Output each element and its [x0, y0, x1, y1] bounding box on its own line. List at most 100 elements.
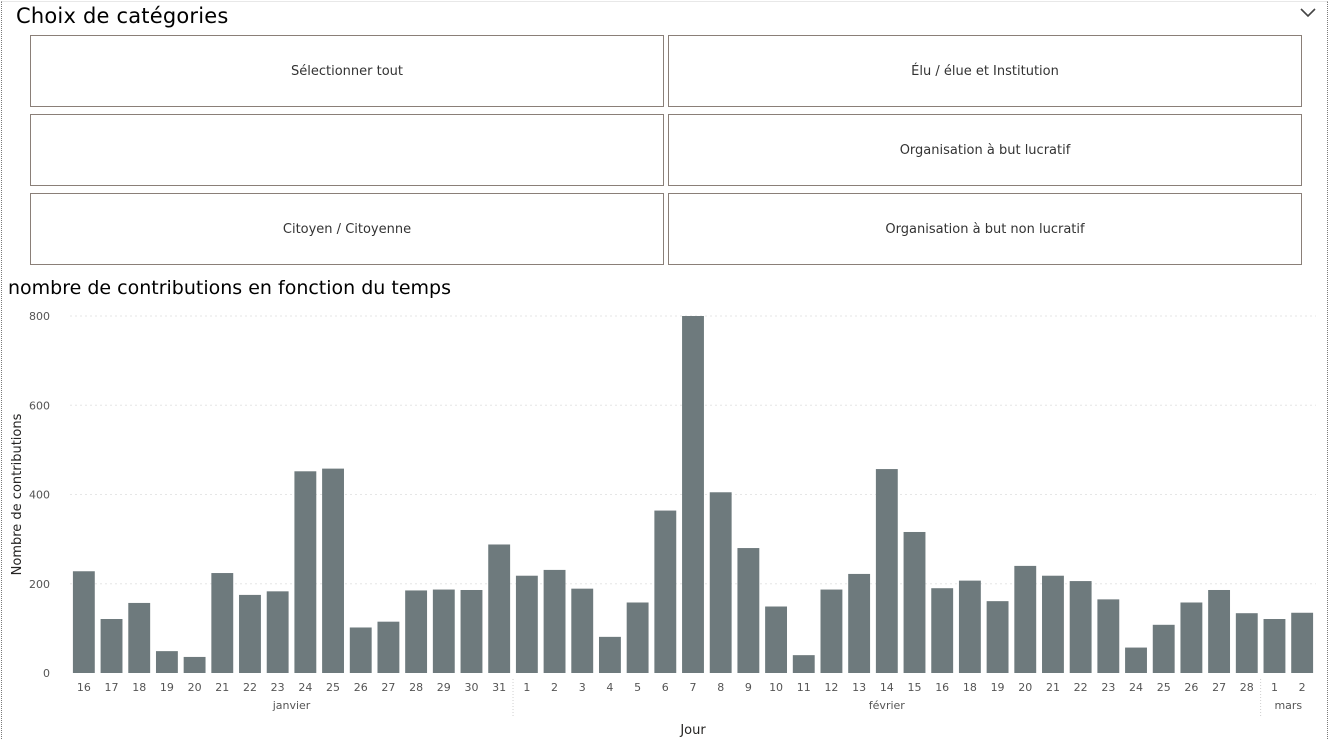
x-tick-label: 20 [188, 681, 202, 694]
category-tiles: Sélectionner tout Élu / élue et Institut… [30, 35, 1306, 268]
x-tick-label: 5 [634, 681, 641, 694]
bar[interactable] [1180, 602, 1203, 673]
bar[interactable] [626, 602, 649, 673]
x-tick-label: 13 [852, 681, 866, 694]
bar[interactable] [1042, 575, 1064, 673]
bar[interactable] [294, 471, 317, 673]
month-label: février [869, 699, 905, 712]
bar[interactable] [682, 316, 704, 673]
x-tick-label: 28 [1240, 681, 1254, 694]
bar[interactable] [958, 580, 981, 673]
x-tick-label: 20 [1018, 681, 1032, 694]
x-tick-label: 26 [1184, 681, 1198, 694]
x-axis-label: Jour [679, 723, 706, 738]
bar[interactable] [875, 469, 898, 673]
x-tick-label: 30 [464, 681, 478, 694]
tile-citoyen[interactable]: Citoyen / Citoyenne [30, 193, 664, 265]
bar[interactable] [515, 575, 538, 673]
bar[interactable] [155, 651, 178, 673]
x-tick-label: 2 [551, 681, 558, 694]
bar[interactable] [1097, 599, 1120, 673]
x-tick-label: 31 [492, 681, 506, 694]
bar[interactable] [183, 656, 206, 673]
bar[interactable] [1069, 581, 1092, 673]
bar[interactable] [1152, 624, 1175, 673]
bar[interactable] [460, 589, 483, 673]
bar[interactable] [709, 492, 732, 673]
chevron-down-icon[interactable] [1299, 6, 1317, 20]
bar[interactable] [765, 606, 788, 673]
bar[interactable] [654, 510, 677, 673]
x-tick-label: 10 [769, 681, 783, 694]
chart-title: nombre de contributions en fonction du t… [8, 277, 451, 299]
bar[interactable] [239, 594, 261, 673]
bar[interactable] [903, 531, 926, 673]
bar[interactable] [792, 655, 815, 673]
x-tick-label: 11 [797, 681, 811, 694]
x-tick-label: 6 [662, 681, 669, 694]
x-tick-label: 1 [523, 681, 530, 694]
x-tick-label: 25 [1157, 681, 1171, 694]
tile-organisation-lucratif[interactable]: Organisation à but lucratif [668, 114, 1302, 186]
x-tick-label: 19 [991, 681, 1005, 694]
x-tick-label: 19 [160, 681, 174, 694]
x-tick-label: 24 [1129, 681, 1143, 694]
x-tick-label: 23 [271, 681, 285, 694]
slicer-title: Choix de catégories [16, 4, 229, 28]
y-tick-label: 600 [29, 399, 50, 412]
x-tick-label: 4 [606, 681, 613, 694]
y-axis-label: Nombre de contributions [10, 413, 25, 575]
y-tick-label: 0 [43, 667, 50, 680]
tile-elu-institution[interactable]: Élu / élue et Institution [668, 35, 1302, 107]
bar[interactable] [100, 619, 123, 673]
bar[interactable] [1235, 613, 1258, 673]
y-tick-label: 200 [29, 578, 50, 591]
bar[interactable] [488, 544, 511, 673]
x-tick-label: 23 [1101, 681, 1115, 694]
month-label: janvier [272, 699, 311, 712]
x-tick-label: 24 [298, 681, 312, 694]
bar[interactable] [1014, 565, 1037, 673]
bar[interactable] [931, 588, 954, 673]
bar[interactable] [349, 627, 372, 673]
bar[interactable] [986, 601, 1009, 673]
tile-blank[interactable] [30, 114, 664, 186]
bar[interactable] [848, 573, 871, 673]
bar[interactable] [128, 602, 151, 673]
bar[interactable] [322, 468, 344, 673]
bar[interactable] [1291, 612, 1314, 673]
bar[interactable] [1263, 619, 1286, 673]
x-tick-label: 22 [243, 681, 257, 694]
month-label: mars [1274, 699, 1302, 712]
x-tick-label: 21 [215, 681, 229, 694]
x-tick-label: 29 [437, 681, 451, 694]
tile-organisation-non-lucratif[interactable]: Organisation à but non lucratif [668, 193, 1302, 265]
x-tick-label: 14 [880, 681, 894, 694]
bar[interactable] [737, 548, 760, 673]
bar[interactable] [1125, 647, 1147, 673]
bar[interactable] [377, 621, 400, 673]
bar[interactable] [432, 589, 455, 673]
x-tick-label: 27 [1212, 681, 1226, 694]
bar[interactable] [405, 590, 428, 673]
bar[interactable] [543, 569, 566, 673]
bar[interactable] [598, 636, 621, 673]
bar[interactable] [1208, 589, 1231, 673]
bar[interactable] [266, 591, 289, 673]
x-tick-label: 3 [579, 681, 586, 694]
x-tick-label: 7 [690, 681, 697, 694]
x-tick-label: 15 [908, 681, 922, 694]
bar[interactable] [571, 588, 594, 673]
tile-select-all[interactable]: Sélectionner tout [30, 35, 664, 107]
x-tick-label: 25 [326, 681, 340, 694]
x-tick-label: 1 [1271, 681, 1278, 694]
y-tick-label: 800 [29, 310, 50, 323]
x-tick-label: 16 [935, 681, 949, 694]
bar[interactable] [72, 571, 95, 673]
bar[interactable] [820, 589, 843, 673]
bar[interactable] [211, 573, 234, 673]
x-tick-label: 26 [354, 681, 368, 694]
x-tick-label: 22 [1074, 681, 1088, 694]
